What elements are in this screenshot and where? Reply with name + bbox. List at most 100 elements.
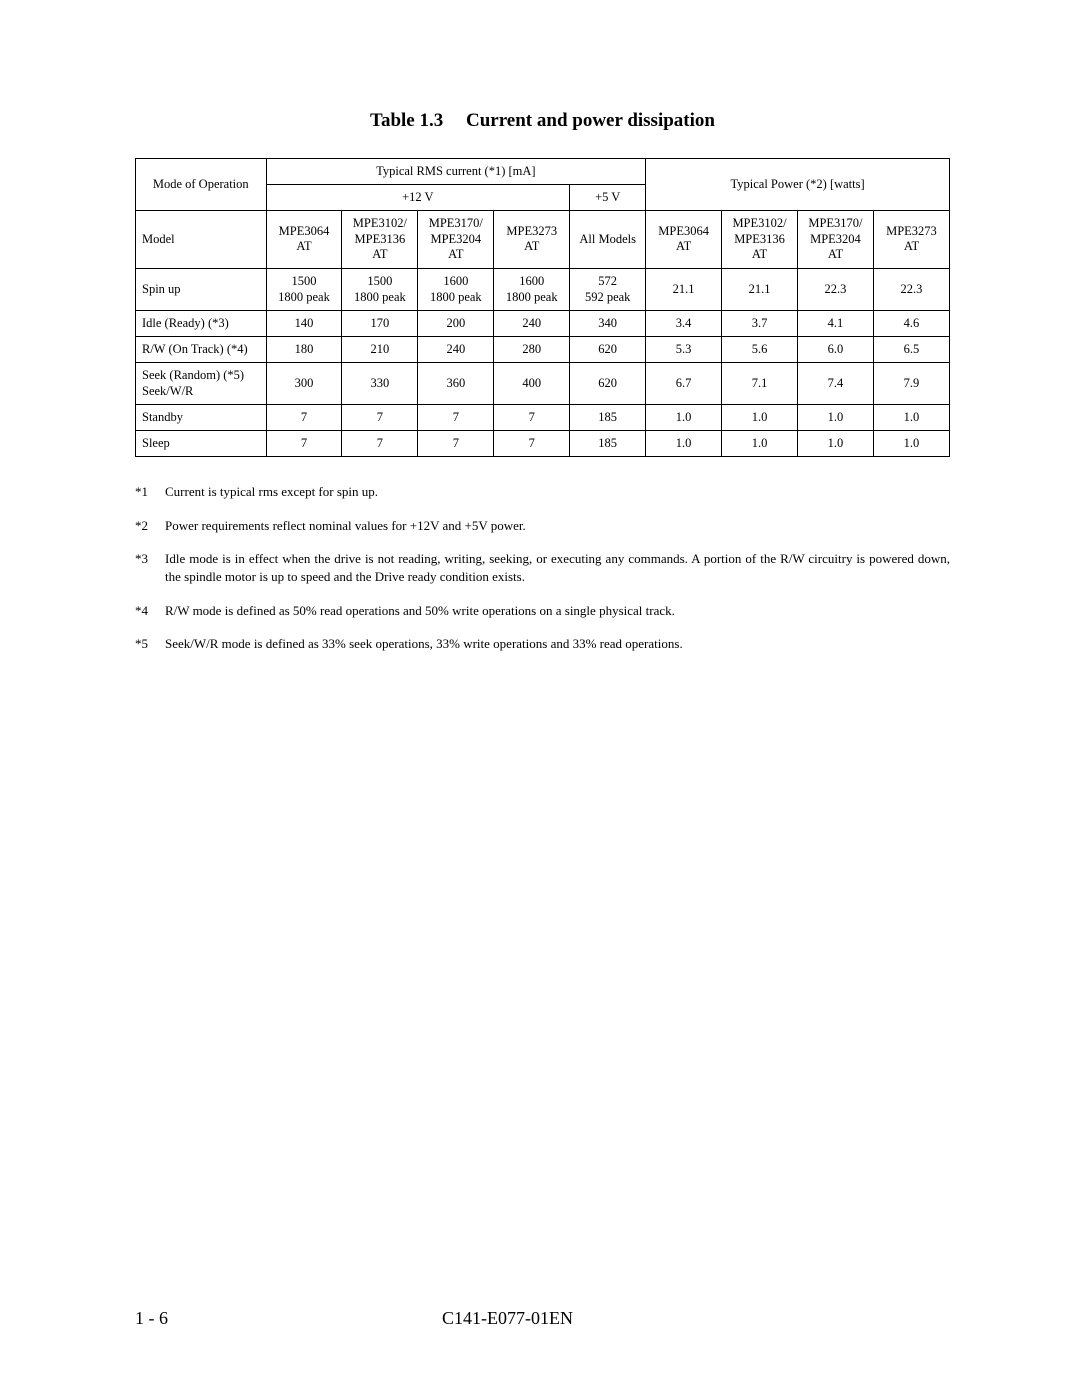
hdr-mode: Mode of Operation bbox=[136, 159, 267, 211]
cell: 1.0 bbox=[798, 405, 874, 431]
cell: 7 bbox=[418, 431, 494, 457]
cell: 6.0 bbox=[798, 337, 874, 363]
cell: 22.3 bbox=[798, 268, 874, 310]
cell: 21.1 bbox=[646, 268, 722, 310]
footnote-text: Power requirements reflect nominal value… bbox=[165, 517, 950, 535]
footnote: *5 Seek/W/R mode is defined as 33% seek … bbox=[135, 635, 950, 653]
footnote-tag: *5 bbox=[135, 635, 165, 653]
page-footer: 1 - 6 C141-E077-01EN 1 - 6 bbox=[135, 1308, 960, 1329]
cell: 572592 peak bbox=[570, 268, 646, 310]
footnote: *4 R/W mode is defined as 50% read opera… bbox=[135, 602, 950, 620]
cell: 1.0 bbox=[798, 431, 874, 457]
cell: 6.7 bbox=[646, 363, 722, 405]
cell: 7 bbox=[266, 405, 342, 431]
table-row: Idle (Ready) (*3) 140 170 200 240 340 3.… bbox=[136, 311, 950, 337]
col-12v-model: MPE3170/MPE3204AT bbox=[418, 211, 494, 269]
footnote: *1 Current is typical rms except for spi… bbox=[135, 483, 950, 501]
footnote: *2 Power requirements reflect nominal va… bbox=[135, 517, 950, 535]
cell: 280 bbox=[494, 337, 570, 363]
cell: 185 bbox=[570, 405, 646, 431]
cell: 16001800 peak bbox=[418, 268, 494, 310]
doc-number: C141-E077-01EN bbox=[442, 1308, 573, 1329]
cell: 1.0 bbox=[722, 431, 798, 457]
cell: 1.0 bbox=[646, 431, 722, 457]
hdr-12v: +12 V bbox=[266, 185, 570, 211]
table-row: Seek (Random) (*5)Seek/W/R 300 330 360 4… bbox=[136, 363, 950, 405]
col-pwr-model: MPE3170/MPE3204AT bbox=[798, 211, 874, 269]
cell: 170 bbox=[342, 311, 418, 337]
cell: 15001800 peak bbox=[342, 268, 418, 310]
spec-table: Mode of Operation Typical RMS current (*… bbox=[135, 158, 950, 457]
row-mode: Seek (Random) (*5)Seek/W/R bbox=[136, 363, 267, 405]
cell: 3.7 bbox=[722, 311, 798, 337]
hdr-rms: Typical RMS current (*1) [mA] bbox=[266, 159, 646, 185]
cell: 3.4 bbox=[646, 311, 722, 337]
col-pwr-model: MPE3273AT bbox=[873, 211, 949, 269]
cell: 7.1 bbox=[722, 363, 798, 405]
cell: 240 bbox=[494, 311, 570, 337]
col-5v-model: All Models bbox=[570, 211, 646, 269]
cell: 7 bbox=[494, 405, 570, 431]
row-model-label: Model bbox=[136, 211, 267, 269]
cell: 22.3 bbox=[873, 268, 949, 310]
cell: 5.3 bbox=[646, 337, 722, 363]
table-caption: Table 1.3 Current and power dissipation bbox=[135, 110, 950, 132]
cell: 4.6 bbox=[873, 311, 949, 337]
footnote-text: R/W mode is defined as 50% read operatio… bbox=[165, 602, 950, 620]
table-label: Table 1.3 bbox=[370, 110, 443, 131]
hdr-5v: +5 V bbox=[570, 185, 646, 211]
table-row: Mode of Operation Typical RMS current (*… bbox=[136, 159, 950, 185]
cell: 4.1 bbox=[798, 311, 874, 337]
table-row: Sleep 7 7 7 7 185 1.0 1.0 1.0 1.0 bbox=[136, 431, 950, 457]
col-12v-model: MPE3064AT bbox=[266, 211, 342, 269]
cell: 7 bbox=[266, 431, 342, 457]
row-mode: Sleep bbox=[136, 431, 267, 457]
cell: 7 bbox=[342, 405, 418, 431]
cell: 300 bbox=[266, 363, 342, 405]
cell: 6.5 bbox=[873, 337, 949, 363]
footnote-text: Current is typical rms except for spin u… bbox=[165, 483, 950, 501]
table-row: Model MPE3064AT MPE3102/MPE3136AT MPE317… bbox=[136, 211, 950, 269]
col-12v-model: MPE3273AT bbox=[494, 211, 570, 269]
hdr-pwr: Typical Power (*2) [watts] bbox=[646, 159, 950, 211]
footnote-tag: *4 bbox=[135, 602, 165, 620]
cell: 340 bbox=[570, 311, 646, 337]
page-number: 1 - 6 bbox=[135, 1308, 168, 1329]
row-mode: Spin up bbox=[136, 268, 267, 310]
cell: 7 bbox=[342, 431, 418, 457]
cell: 7 bbox=[418, 405, 494, 431]
cell: 5.6 bbox=[722, 337, 798, 363]
cell: 140 bbox=[266, 311, 342, 337]
cell: 360 bbox=[418, 363, 494, 405]
cell: 620 bbox=[570, 363, 646, 405]
cell: 16001800 peak bbox=[494, 268, 570, 310]
cell: 200 bbox=[418, 311, 494, 337]
cell: 240 bbox=[418, 337, 494, 363]
cell: 7 bbox=[494, 431, 570, 457]
table-row: Standby 7 7 7 7 185 1.0 1.0 1.0 1.0 bbox=[136, 405, 950, 431]
col-12v-model: MPE3102/MPE3136AT bbox=[342, 211, 418, 269]
cell: 620 bbox=[570, 337, 646, 363]
cell: 7.4 bbox=[798, 363, 874, 405]
col-pwr-model: MPE3064AT bbox=[646, 211, 722, 269]
table-row: R/W (On Track) (*4) 180 210 240 280 620 … bbox=[136, 337, 950, 363]
table-title: Current and power dissipation bbox=[466, 110, 715, 131]
table-row: Spin up 15001800 peak 15001800 peak 1600… bbox=[136, 268, 950, 310]
cell: 185 bbox=[570, 431, 646, 457]
cell: 21.1 bbox=[722, 268, 798, 310]
footnote-tag: *1 bbox=[135, 483, 165, 501]
cell: 7.9 bbox=[873, 363, 949, 405]
row-mode: Standby bbox=[136, 405, 267, 431]
col-pwr-model: MPE3102/MPE3136AT bbox=[722, 211, 798, 269]
page: Table 1.3 Current and power dissipation … bbox=[0, 0, 1080, 1397]
cell: 1.0 bbox=[873, 431, 949, 457]
footnote-tag: *3 bbox=[135, 550, 165, 585]
cell: 400 bbox=[494, 363, 570, 405]
footnote-text: Idle mode is in effect when the drive is… bbox=[165, 550, 950, 585]
cell: 210 bbox=[342, 337, 418, 363]
footnotes: *1 Current is typical rms except for spi… bbox=[135, 483, 950, 652]
footnote: *3 Idle mode is in effect when the drive… bbox=[135, 550, 950, 585]
footnote-tag: *2 bbox=[135, 517, 165, 535]
cell: 330 bbox=[342, 363, 418, 405]
cell: 15001800 peak bbox=[266, 268, 342, 310]
